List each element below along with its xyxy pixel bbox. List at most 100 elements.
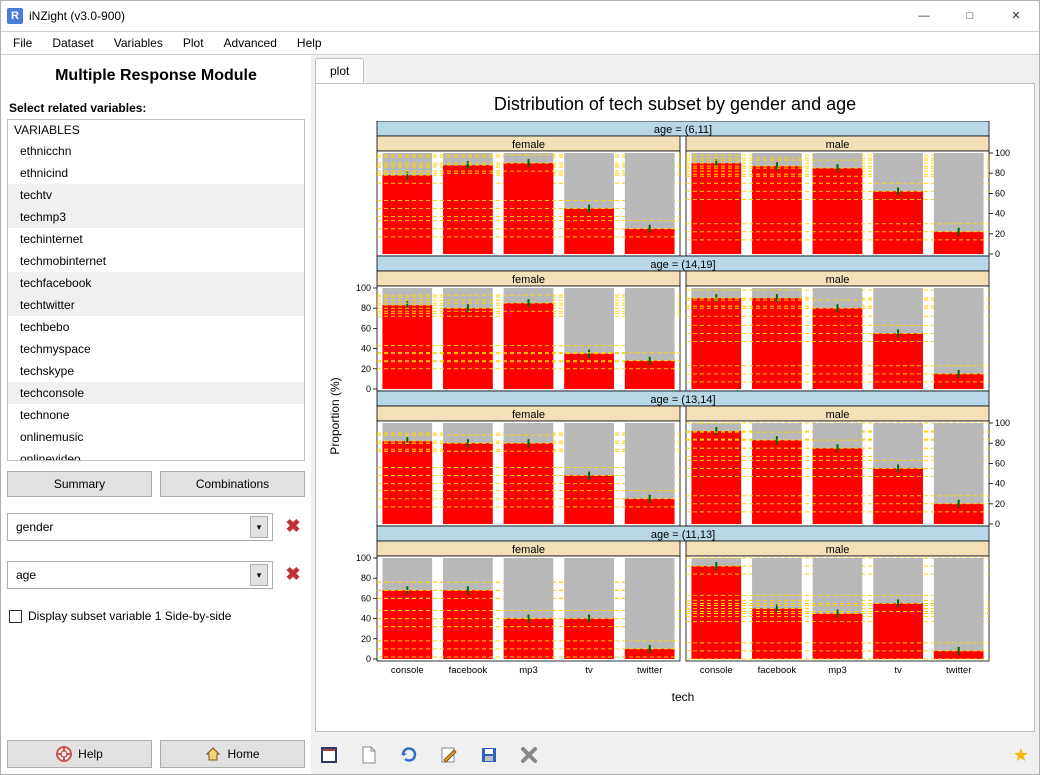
svg-text:100: 100 bbox=[995, 148, 1010, 158]
svg-text:20: 20 bbox=[995, 499, 1005, 509]
menu-file[interactable]: File bbox=[3, 34, 42, 52]
svg-text:40: 40 bbox=[995, 479, 1005, 489]
sidebyside-checkbox[interactable] bbox=[9, 610, 22, 623]
svg-text:female: female bbox=[512, 139, 545, 151]
svg-text:80: 80 bbox=[361, 303, 371, 313]
variable-item[interactable]: techmp3 bbox=[8, 206, 304, 228]
svg-text:80: 80 bbox=[361, 573, 371, 583]
variable-item[interactable]: techfacebook bbox=[8, 272, 304, 294]
variable-item[interactable]: techconsole bbox=[8, 382, 304, 404]
variable-item[interactable]: techmyspace bbox=[8, 338, 304, 360]
menu-variables[interactable]: Variables bbox=[104, 34, 173, 52]
maximize-button[interactable]: □ bbox=[947, 1, 993, 31]
svg-text:console: console bbox=[700, 665, 733, 676]
sidebyside-label: Display subset variable 1 Side-by-side bbox=[28, 609, 231, 623]
svg-text:male: male bbox=[826, 544, 850, 556]
chevron-down-icon: ▾ bbox=[250, 516, 268, 538]
variable-item[interactable]: techbebo bbox=[8, 316, 304, 338]
subset2-delete-button[interactable]: ✖ bbox=[281, 563, 305, 587]
svg-text:female: female bbox=[512, 274, 545, 286]
svg-text:Proportion (%): Proportion (%) bbox=[328, 377, 342, 454]
svg-text:20: 20 bbox=[995, 229, 1005, 239]
variable-list[interactable]: VARIABLESethnicchnethnicindtechtvtechmp3… bbox=[7, 119, 305, 461]
close-plot-icon[interactable] bbox=[519, 745, 539, 765]
subset1-select[interactable]: gender ▾ bbox=[7, 513, 273, 541]
edit-icon[interactable] bbox=[439, 745, 459, 765]
svg-text:mp3: mp3 bbox=[519, 665, 537, 676]
svg-text:facebook: facebook bbox=[758, 665, 797, 676]
variable-item[interactable]: onlinevideo bbox=[8, 448, 304, 461]
home-icon bbox=[205, 746, 221, 762]
star-icon[interactable]: ★ bbox=[1011, 745, 1031, 765]
variable-item[interactable]: techskype bbox=[8, 360, 304, 382]
app-icon: R bbox=[7, 8, 23, 24]
refresh-icon[interactable] bbox=[399, 745, 419, 765]
svg-text:0: 0 bbox=[366, 384, 371, 394]
svg-text:console: console bbox=[391, 665, 424, 676]
variable-item[interactable]: ethnicchn bbox=[8, 140, 304, 162]
svg-text:60: 60 bbox=[995, 188, 1005, 198]
variable-item[interactable]: ethnicind bbox=[8, 162, 304, 184]
svg-text:male: male bbox=[826, 139, 850, 151]
svg-text:age = (11,13]: age = (11,13] bbox=[651, 529, 715, 541]
variable-item[interactable]: techinternet bbox=[8, 228, 304, 250]
variable-item[interactable]: techtwitter bbox=[8, 294, 304, 316]
svg-text:female: female bbox=[512, 544, 545, 556]
sidebar: Multiple Response Module Select related … bbox=[1, 55, 311, 774]
svg-text:facebook: facebook bbox=[449, 665, 488, 676]
module-title: Multiple Response Module bbox=[7, 67, 305, 85]
subset2-select[interactable]: age ▾ bbox=[7, 561, 273, 589]
home-button[interactable]: Home bbox=[160, 740, 305, 768]
svg-text:twitter: twitter bbox=[637, 665, 662, 676]
sidebyside-checkbox-row[interactable]: Display subset variable 1 Side-by-side bbox=[9, 609, 305, 623]
svg-text:twitter: twitter bbox=[946, 665, 971, 676]
app-window: R iNZight (v3.0-900) — □ ✕ File Dataset … bbox=[0, 0, 1040, 775]
svg-text:0: 0 bbox=[995, 519, 1000, 529]
svg-text:male: male bbox=[826, 274, 850, 286]
svg-text:100: 100 bbox=[356, 553, 371, 563]
variable-item[interactable]: techtv bbox=[8, 184, 304, 206]
chevron-down-icon: ▾ bbox=[250, 564, 268, 586]
svg-text:age = (6,11]: age = (6,11] bbox=[654, 124, 712, 136]
body: Multiple Response Module Select related … bbox=[1, 55, 1039, 774]
plot-toolbar: ★ bbox=[311, 736, 1039, 774]
plot-title: Distribution of tech subset by gender an… bbox=[316, 94, 1034, 115]
svg-text:0: 0 bbox=[366, 654, 371, 664]
variable-item[interactable]: onlinemusic bbox=[8, 426, 304, 448]
tab-strip: plot bbox=[311, 55, 1039, 83]
lifebuoy-icon bbox=[56, 746, 72, 762]
combinations-button[interactable]: Combinations bbox=[160, 471, 305, 497]
menu-help[interactable]: Help bbox=[287, 34, 332, 52]
subset2-value: age bbox=[16, 568, 250, 582]
svg-text:100: 100 bbox=[356, 283, 371, 293]
menu-advanced[interactable]: Advanced bbox=[214, 34, 287, 52]
menu-plot[interactable]: Plot bbox=[173, 34, 214, 52]
variable-list-header: VARIABLES bbox=[8, 120, 304, 140]
svg-text:60: 60 bbox=[995, 458, 1005, 468]
variable-item[interactable]: technone bbox=[8, 404, 304, 426]
save-icon[interactable] bbox=[479, 745, 499, 765]
svg-text:mp3: mp3 bbox=[828, 665, 846, 676]
svg-text:20: 20 bbox=[361, 634, 371, 644]
summary-button[interactable]: Summary bbox=[7, 471, 152, 497]
subset1-delete-button[interactable]: ✖ bbox=[281, 515, 305, 539]
svg-text:40: 40 bbox=[361, 614, 371, 624]
close-button[interactable]: ✕ bbox=[993, 1, 1039, 31]
svg-text:age = (14,19]: age = (14,19] bbox=[650, 259, 715, 271]
plot-canvas: Distribution of tech subset by gender an… bbox=[315, 83, 1035, 732]
minimize-button[interactable]: — bbox=[901, 1, 947, 31]
help-button[interactable]: Help bbox=[7, 740, 152, 768]
window-title: iNZight (v3.0-900) bbox=[29, 9, 901, 23]
variable-item[interactable]: techmobinternet bbox=[8, 250, 304, 272]
svg-text:tech: tech bbox=[672, 690, 695, 704]
new-page-icon[interactable] bbox=[359, 745, 379, 765]
tab-plot[interactable]: plot bbox=[315, 58, 364, 83]
svg-text:60: 60 bbox=[361, 323, 371, 333]
menu-dataset[interactable]: Dataset bbox=[42, 34, 103, 52]
svg-text:age = (13,14]: age = (13,14] bbox=[650, 394, 715, 406]
svg-text:40: 40 bbox=[995, 209, 1005, 219]
svg-text:20: 20 bbox=[361, 364, 371, 374]
svg-text:0: 0 bbox=[995, 249, 1000, 259]
select-variables-label: Select related variables: bbox=[9, 101, 305, 115]
new-window-icon[interactable] bbox=[319, 745, 339, 765]
